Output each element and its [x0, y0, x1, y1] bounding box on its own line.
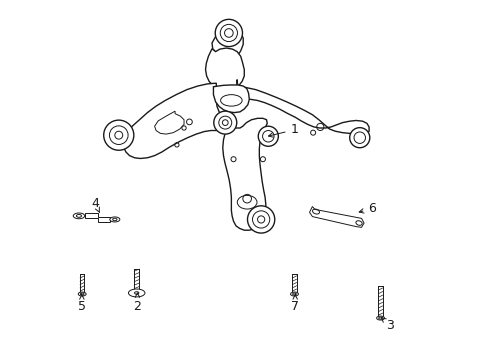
Text: 4: 4: [91, 197, 99, 213]
Text: 2: 2: [133, 293, 141, 313]
Polygon shape: [236, 80, 369, 135]
Ellipse shape: [78, 292, 86, 296]
Ellipse shape: [220, 95, 242, 106]
Ellipse shape: [73, 213, 85, 219]
Circle shape: [214, 111, 237, 134]
Polygon shape: [212, 28, 243, 60]
Ellipse shape: [110, 217, 120, 222]
Ellipse shape: [128, 289, 145, 297]
Text: 3: 3: [381, 318, 394, 332]
Circle shape: [215, 19, 243, 46]
Text: 7: 7: [291, 294, 299, 313]
Polygon shape: [310, 207, 364, 227]
Text: 6: 6: [359, 202, 376, 215]
Circle shape: [350, 128, 370, 148]
Polygon shape: [223, 118, 267, 230]
Text: 5: 5: [78, 294, 86, 313]
Polygon shape: [155, 111, 184, 134]
Polygon shape: [123, 83, 223, 158]
Circle shape: [104, 120, 134, 150]
Text: 1: 1: [269, 123, 298, 137]
Circle shape: [247, 206, 275, 233]
Ellipse shape: [377, 316, 385, 320]
Polygon shape: [85, 213, 110, 222]
Polygon shape: [214, 85, 249, 113]
Polygon shape: [205, 48, 245, 91]
Ellipse shape: [291, 292, 298, 296]
Circle shape: [258, 126, 278, 146]
